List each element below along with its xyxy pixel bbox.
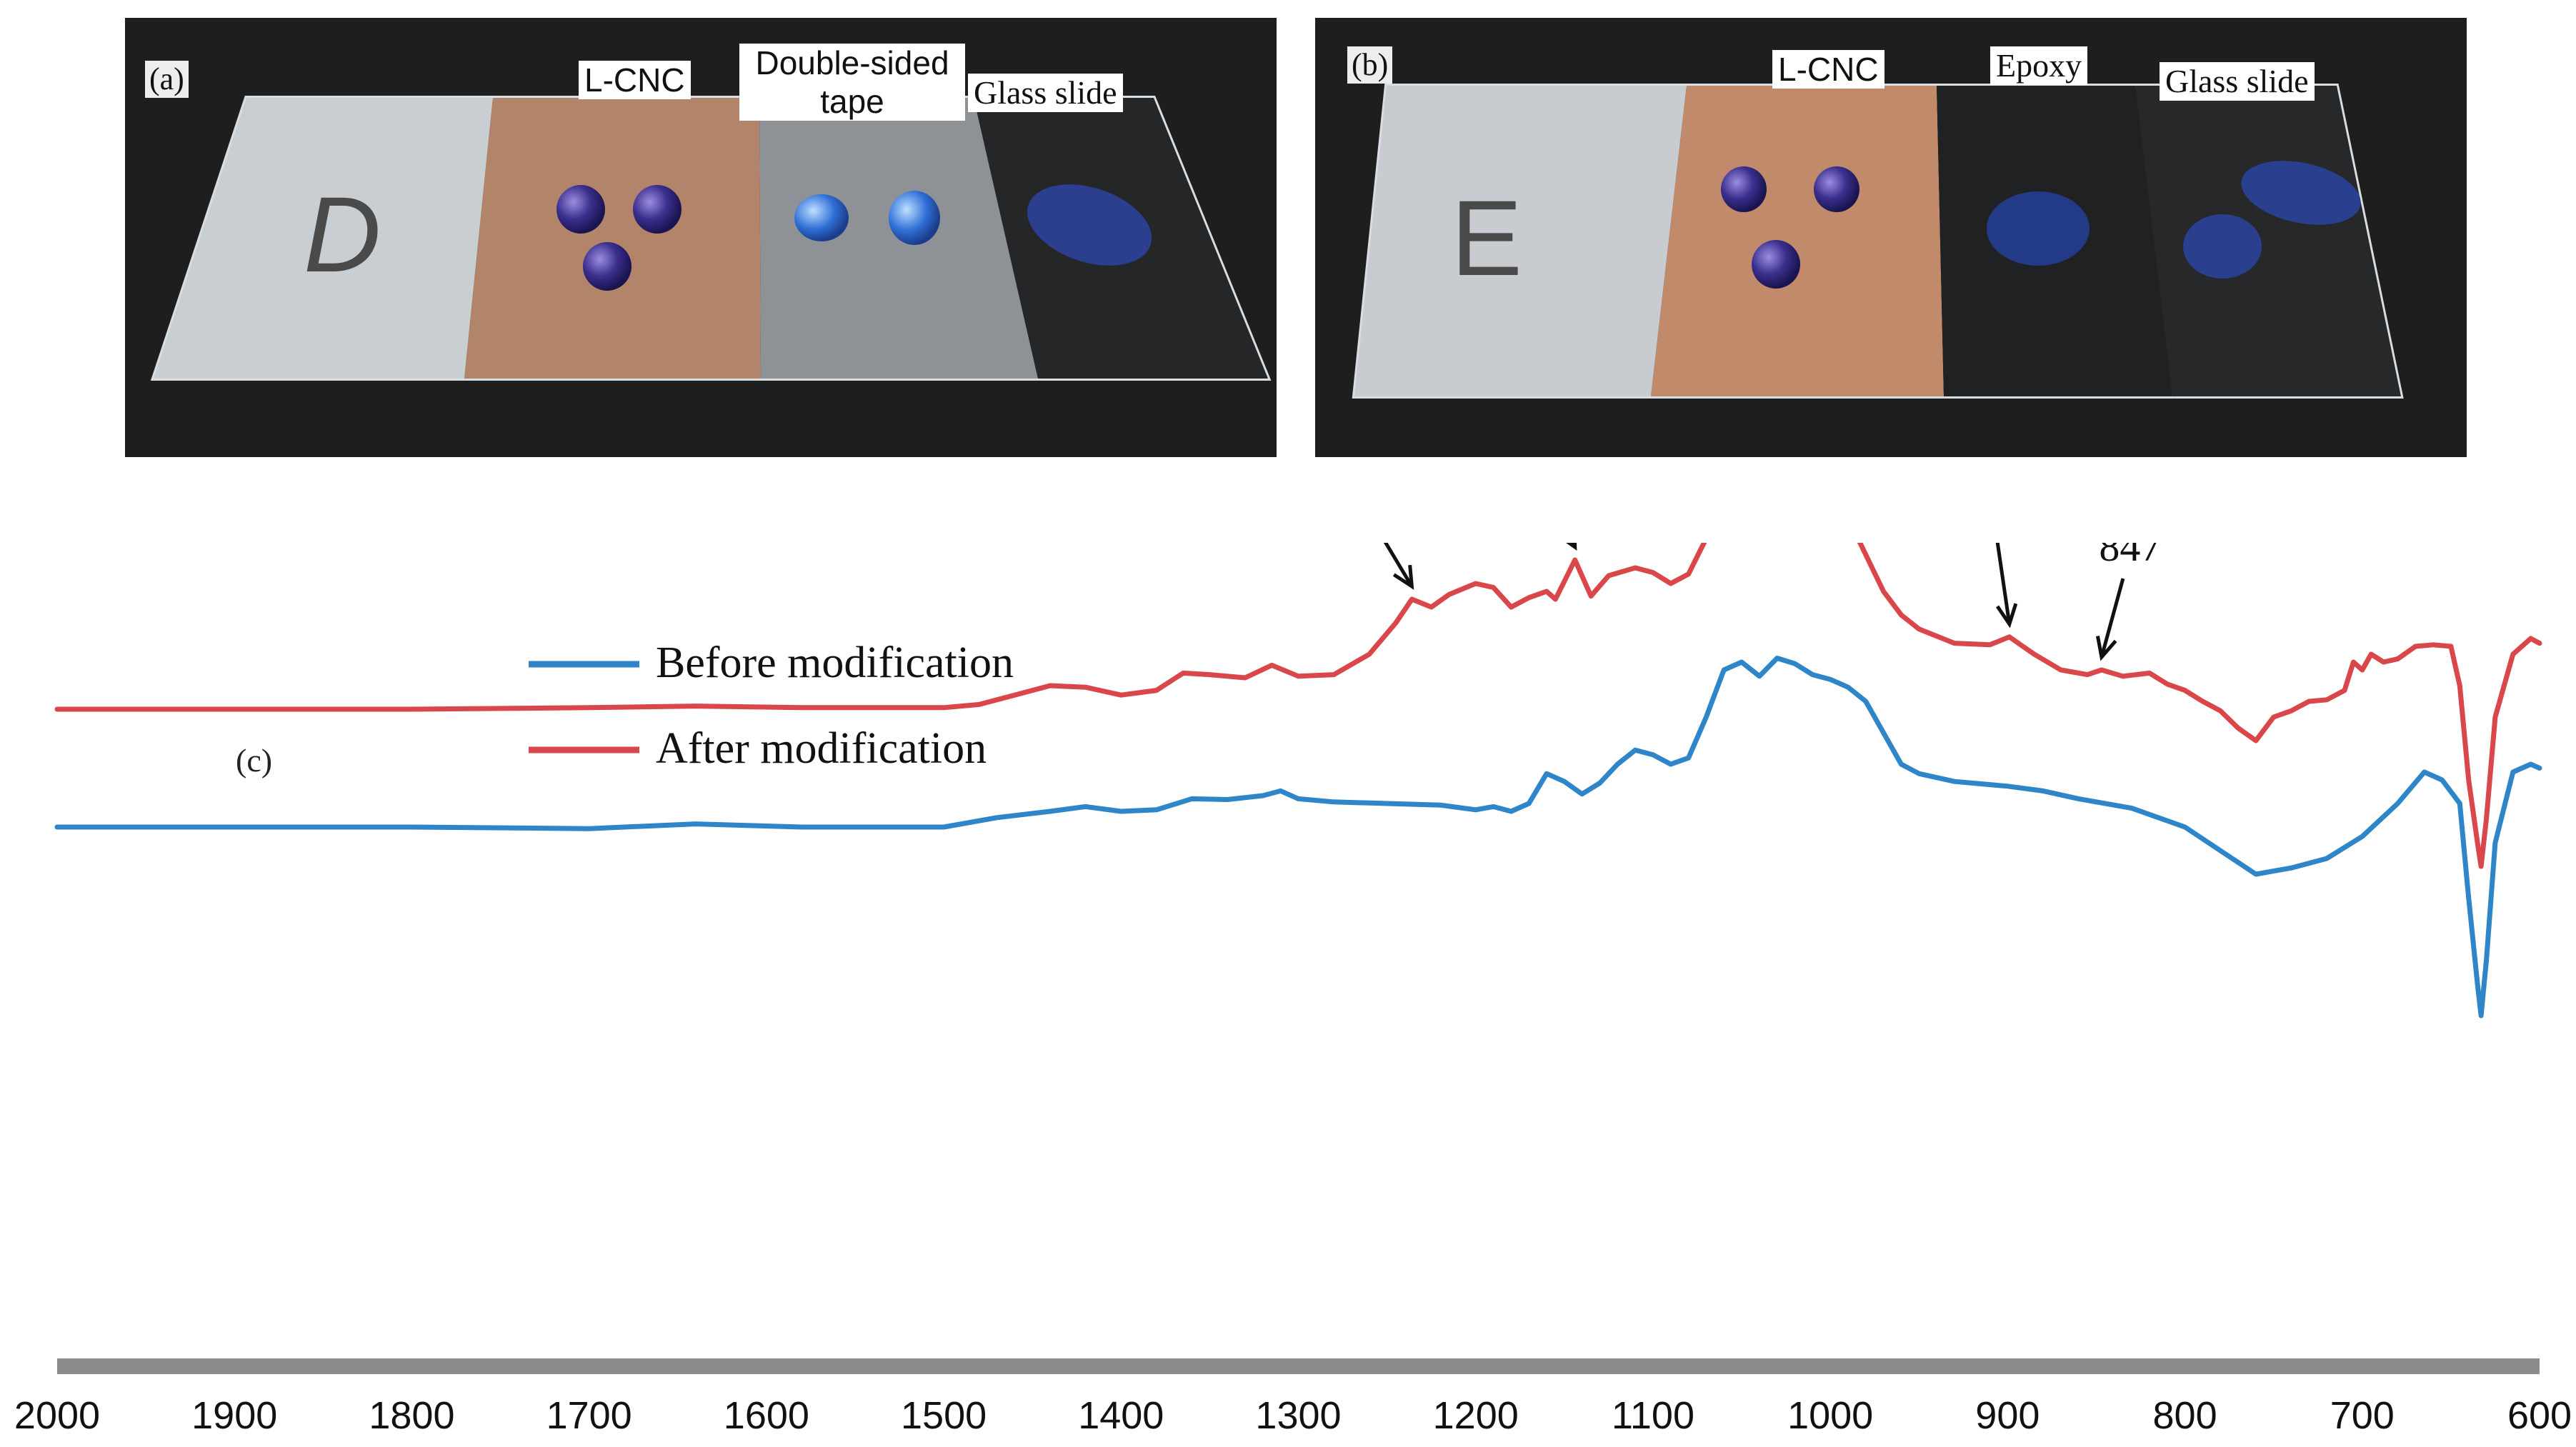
- panel-label-a: (a): [145, 61, 189, 98]
- annotation-arrowhead: [1566, 543, 1577, 551]
- droplet: [1814, 166, 1859, 212]
- droplet: [2241, 161, 2361, 225]
- x-tick-label: 1400: [1078, 1394, 1164, 1437]
- x-tick-label: 1800: [369, 1394, 454, 1437]
- annotation-label: 847: [2099, 543, 2161, 570]
- ftir-chart: 2000 1900 1800 1700 1600 1500 1400 1300 1200 1100…: [14, 543, 2572, 1437]
- x-tick-label: 1200: [1433, 1394, 1519, 1437]
- x-tick-label: 600: [2507, 1394, 2572, 1437]
- x-tick-label: 700: [2330, 1394, 2395, 1437]
- panel-label-c: (c): [236, 742, 272, 778]
- x-tick-label: 1600: [724, 1394, 809, 1437]
- glass-region: [2135, 86, 2401, 396]
- x-tick-label: 1300: [1255, 1394, 1341, 1437]
- panel-label-b: (b): [1347, 46, 1393, 84]
- frosted-end: [154, 98, 493, 379]
- photo-panel-b: E (b) L-CNC Epoxy Glass slide: [1315, 18, 2467, 457]
- droplet: [556, 185, 605, 234]
- annotation-arrow: [2100, 578, 2125, 658]
- region-label-glass: Glass slide: [968, 74, 1123, 112]
- annotation-arrowhead: [2095, 636, 2117, 661]
- region-label-l-cnc: L-CNC: [579, 61, 691, 99]
- slide-mark: D: [304, 174, 381, 294]
- annotation-arrowhead: [1995, 603, 2018, 629]
- region-label-epoxy: Epoxy: [1990, 46, 2088, 85]
- photo-panel-a: D (a) L-CNC Double-sided tape Glass slid…: [125, 18, 1277, 457]
- x-axis: 2000 1900 1800 1700 1600 1500 1400 1300 1200 1100…: [14, 1358, 2572, 1437]
- l-cnc-coating: [464, 98, 761, 379]
- x-tick-label: 800: [2153, 1394, 2217, 1437]
- region-label-tape: Double-sided tape: [739, 44, 965, 121]
- x-tick-label: 1900: [191, 1394, 277, 1437]
- x-tick-label: 900: [1975, 1394, 2040, 1437]
- series-line-before: [54, 656, 2542, 1018]
- x-tick-label: 1500: [901, 1394, 987, 1437]
- droplet: [633, 185, 682, 234]
- frosted-end: [1354, 86, 1687, 396]
- x-tick-label: 1700: [546, 1394, 632, 1437]
- droplet: [2183, 214, 2262, 279]
- l-cnc-coating: [1651, 86, 1944, 396]
- series-line-after: [54, 543, 2542, 869]
- legend: Before modification After modification: [529, 639, 1014, 773]
- annotation-layer: 123611441014899847: [1383, 543, 2161, 661]
- droplet: [794, 194, 849, 241]
- x-tick-label: 1100: [1612, 1394, 1694, 1437]
- x-axis-bar: [57, 1358, 2540, 1374]
- region-label-glass: Glass slide: [2160, 62, 2315, 101]
- legend-label: After modification: [656, 724, 987, 773]
- annotation-arrow: [1383, 543, 1414, 588]
- droplet: [583, 242, 631, 291]
- droplet: [1987, 191, 2090, 266]
- legend-label: Before modification: [656, 639, 1014, 687]
- region-label-l-cnc: L-CNC: [1772, 50, 1884, 89]
- droplet: [1721, 166, 1767, 212]
- droplet: [889, 191, 940, 245]
- x-tick-label: 1000: [1787, 1394, 1873, 1437]
- annotation-arrow: [1995, 543, 2012, 625]
- slide-mark: E: [1451, 178, 1522, 298]
- x-tick-label: 2000: [14, 1394, 100, 1437]
- droplet: [1027, 184, 1152, 266]
- series-layer: [54, 543, 2542, 1018]
- droplet: [1752, 240, 1800, 289]
- annotation-arrowhead: [1392, 564, 1414, 590]
